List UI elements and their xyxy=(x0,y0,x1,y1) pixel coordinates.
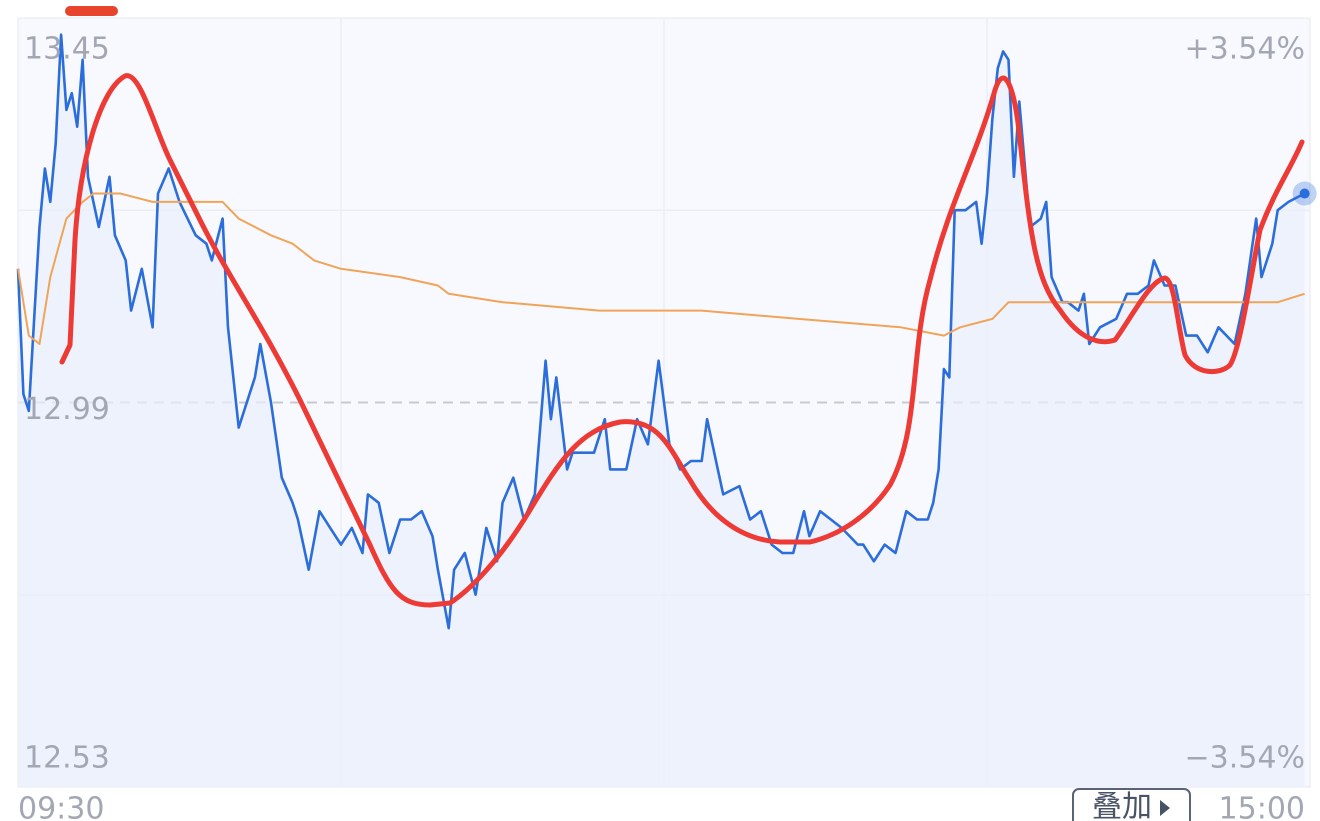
last-point xyxy=(1299,188,1310,199)
y-tick-label: 13.45 xyxy=(24,32,110,67)
area-fill xyxy=(18,34,1305,787)
overlay-button-label[interactable]: 叠加 xyxy=(1092,790,1152,821)
series-line xyxy=(17,192,1305,345)
y2-tick-label: −3.54% xyxy=(1185,741,1305,776)
x-tick-label: 15:00 xyxy=(1219,792,1305,821)
y-tick-label: 12.99 xyxy=(24,392,110,427)
x-tick-label: 09:30 xyxy=(18,792,104,821)
button-arrow xyxy=(1160,800,1170,816)
hand-drawn-annotation xyxy=(59,73,1305,608)
tab-indicator xyxy=(65,6,118,16)
marks xyxy=(16,33,1317,787)
y2-tick-label: +3.54% xyxy=(1185,32,1305,67)
y-tick-label: 12.53 xyxy=(24,741,110,776)
labels: 13.45 12.99 12.53 +3.54% −3.54% 09:30 15:00 xyxy=(18,32,1305,821)
